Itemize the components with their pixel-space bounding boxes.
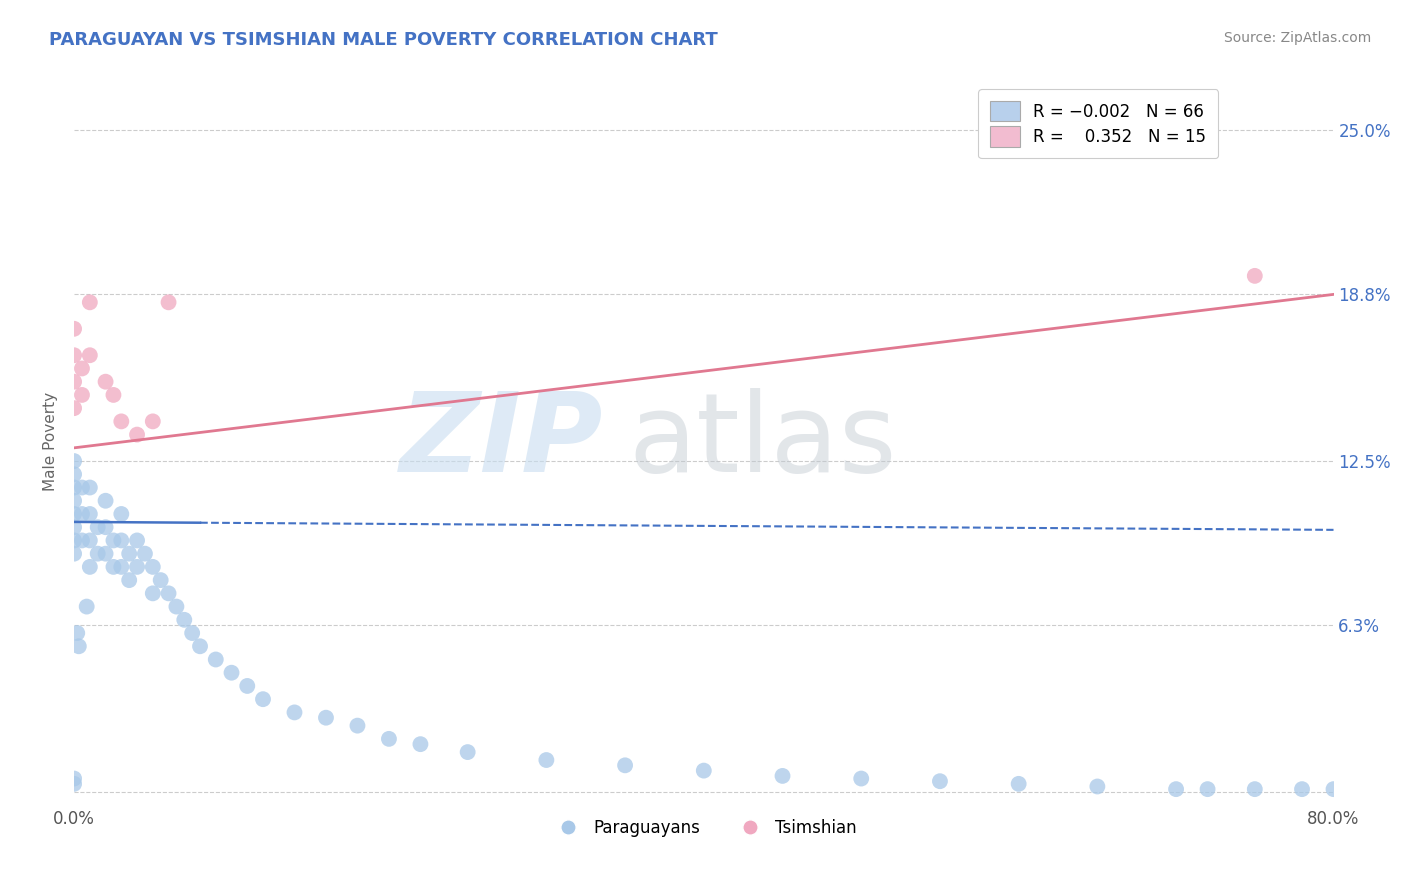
- Point: [63, 520, 86, 534]
- Point: [851, 772, 873, 786]
- Point: [79, 533, 101, 548]
- Point: [1243, 782, 1265, 797]
- Point: [134, 547, 156, 561]
- Point: [125, 427, 148, 442]
- Point: [70, 533, 93, 548]
- Point: [693, 764, 716, 778]
- Point: [63, 375, 86, 389]
- Point: [142, 414, 165, 428]
- Point: [283, 706, 305, 720]
- Point: [173, 613, 195, 627]
- Point: [63, 507, 86, 521]
- Point: [94, 547, 117, 561]
- Point: [86, 547, 108, 561]
- Point: [772, 769, 794, 783]
- Point: [63, 772, 86, 786]
- Point: [63, 533, 86, 548]
- Point: [110, 560, 132, 574]
- Point: [221, 665, 243, 680]
- Point: [63, 777, 86, 791]
- Point: [118, 573, 141, 587]
- Point: [181, 626, 204, 640]
- Y-axis label: Male Poverty: Male Poverty: [44, 392, 58, 491]
- Point: [86, 520, 108, 534]
- Point: [76, 599, 98, 614]
- Point: [125, 560, 148, 574]
- Point: [94, 375, 117, 389]
- Point: [118, 547, 141, 561]
- Point: [63, 481, 86, 495]
- Point: [110, 414, 132, 428]
- Point: [165, 599, 187, 614]
- Point: [252, 692, 274, 706]
- Point: [1197, 782, 1219, 797]
- Point: [315, 711, 337, 725]
- Point: [929, 774, 952, 789]
- Point: [63, 493, 86, 508]
- Point: [614, 758, 637, 772]
- Point: [63, 348, 86, 362]
- Point: [66, 626, 89, 640]
- Point: [1243, 268, 1265, 283]
- Point: [70, 361, 93, 376]
- Point: [1008, 777, 1031, 791]
- Point: [94, 493, 117, 508]
- Point: [1291, 782, 1313, 797]
- Point: [63, 454, 86, 468]
- Point: [63, 467, 86, 482]
- Point: [103, 560, 125, 574]
- Point: [142, 586, 165, 600]
- Point: [1164, 782, 1187, 797]
- Point: [79, 295, 101, 310]
- Point: [409, 737, 432, 751]
- Point: [110, 533, 132, 548]
- Point: [103, 533, 125, 548]
- Point: [157, 586, 180, 600]
- Text: Source: ZipAtlas.com: Source: ZipAtlas.com: [1223, 31, 1371, 45]
- Legend: Paraguayans, Tsimshian: Paraguayans, Tsimshian: [544, 813, 863, 844]
- Point: [142, 560, 165, 574]
- Point: [536, 753, 558, 767]
- Point: [149, 573, 172, 587]
- Point: [1322, 782, 1344, 797]
- Point: [204, 652, 226, 666]
- Point: [1085, 780, 1108, 794]
- Point: [188, 640, 211, 654]
- Point: [70, 481, 93, 495]
- Point: [79, 560, 101, 574]
- Point: [110, 507, 132, 521]
- Point: [70, 388, 93, 402]
- Point: [67, 640, 90, 654]
- Point: [125, 533, 148, 548]
- Point: [79, 348, 101, 362]
- Point: [346, 718, 368, 732]
- Point: [378, 731, 401, 746]
- Text: PARAGUAYAN VS TSIMSHIAN MALE POVERTY CORRELATION CHART: PARAGUAYAN VS TSIMSHIAN MALE POVERTY COR…: [49, 31, 718, 49]
- Point: [63, 547, 86, 561]
- Point: [79, 507, 101, 521]
- Point: [157, 295, 180, 310]
- Point: [70, 507, 93, 521]
- Point: [63, 401, 86, 416]
- Point: [94, 520, 117, 534]
- Point: [457, 745, 479, 759]
- Point: [79, 481, 101, 495]
- Text: atlas: atlas: [628, 388, 897, 495]
- Text: ZIP: ZIP: [399, 388, 603, 495]
- Point: [103, 388, 125, 402]
- Point: [63, 322, 86, 336]
- Point: [236, 679, 259, 693]
